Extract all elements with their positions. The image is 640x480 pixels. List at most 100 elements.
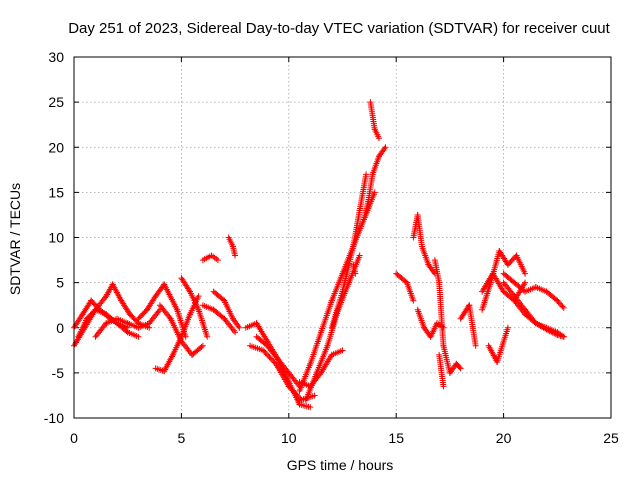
series-track-ab xyxy=(457,302,479,349)
data-point xyxy=(220,314,227,321)
series-track-af xyxy=(500,270,567,311)
data-point xyxy=(271,359,278,366)
data-point xyxy=(199,342,206,349)
chart-title: Day 251 of 2023, Sidereal Day-to-day VTE… xyxy=(68,20,610,37)
y-tick-label: 15 xyxy=(48,184,64,200)
data-point xyxy=(456,364,463,371)
series-track-ae xyxy=(485,324,511,366)
data-point xyxy=(263,351,270,358)
data-point xyxy=(260,347,267,354)
data-point xyxy=(232,252,239,259)
data-point xyxy=(352,270,359,277)
data-point xyxy=(236,324,243,331)
data-point xyxy=(262,350,269,357)
series-track-i xyxy=(199,302,239,336)
x-tick-label: 5 xyxy=(178,430,186,446)
x-tick-label: 10 xyxy=(281,430,297,446)
series-track-z xyxy=(431,257,464,376)
data-point xyxy=(376,135,383,142)
data-point xyxy=(285,383,292,390)
series-track-u xyxy=(367,99,383,142)
x-tick-label: 25 xyxy=(603,430,619,446)
y-tick-label: 0 xyxy=(56,320,64,336)
data-point xyxy=(266,354,273,361)
series-track-l xyxy=(225,234,239,259)
data-point xyxy=(457,365,464,372)
data-points xyxy=(71,99,567,411)
axis-ticks: 0 5 10 15 20 25 -10 -5 0 5 10 15 20 25 30 xyxy=(44,49,619,446)
data-point xyxy=(554,297,561,304)
data-point xyxy=(289,387,296,394)
data-point xyxy=(232,329,239,336)
x-axis-label: GPS time / hours xyxy=(287,457,394,473)
grid xyxy=(74,57,611,418)
data-point xyxy=(504,324,511,331)
y-tick-label: 20 xyxy=(48,139,64,155)
series-track-k xyxy=(199,252,221,264)
data-point xyxy=(198,343,205,350)
data-point xyxy=(307,404,314,411)
plot-frame xyxy=(73,56,612,419)
series-track-c xyxy=(75,306,131,340)
data-point xyxy=(363,171,370,178)
series-track-t xyxy=(360,144,389,223)
data-point xyxy=(559,303,566,310)
series-track-h xyxy=(178,275,211,340)
data-point xyxy=(294,392,301,399)
data-point xyxy=(339,347,346,354)
data-point xyxy=(261,348,268,355)
data-point xyxy=(555,299,562,306)
series-track-w xyxy=(393,270,417,304)
series-track-y xyxy=(414,306,447,340)
y-tick-label: -10 xyxy=(44,410,64,426)
data-point xyxy=(270,358,277,365)
data-point xyxy=(371,189,378,196)
data-point xyxy=(556,300,563,307)
y-tick-label: 25 xyxy=(48,94,64,110)
data-point xyxy=(265,352,272,359)
data-point xyxy=(214,257,221,264)
data-point xyxy=(356,252,363,259)
data-point xyxy=(293,391,300,398)
data-point xyxy=(204,333,211,340)
data-point xyxy=(560,304,567,311)
data-point xyxy=(552,296,559,303)
data-point xyxy=(288,386,295,393)
y-tick-label: 10 xyxy=(48,230,64,246)
series-track-d xyxy=(92,306,163,340)
data-point xyxy=(558,302,565,309)
data-point xyxy=(560,333,567,340)
series-track-v xyxy=(350,261,359,277)
data-point xyxy=(269,356,276,363)
data-point xyxy=(267,355,274,362)
data-point xyxy=(522,279,529,286)
y-tick-label: 30 xyxy=(48,49,64,65)
data-point xyxy=(134,318,141,325)
data-point xyxy=(410,297,417,304)
data-point xyxy=(135,333,142,340)
y-tick-label: -5 xyxy=(52,365,65,381)
data-point xyxy=(262,341,269,348)
data-point xyxy=(382,144,389,151)
x-tick-label: 20 xyxy=(496,430,512,446)
data-point xyxy=(287,384,294,391)
data-point xyxy=(290,388,297,395)
y-tick-label: 5 xyxy=(56,275,64,291)
data-point xyxy=(195,293,202,300)
series-track-j xyxy=(210,288,243,331)
series-track-aa xyxy=(436,351,447,390)
data-point xyxy=(296,394,303,401)
x-tick-label: 15 xyxy=(388,430,404,446)
series-track-o xyxy=(253,333,303,390)
data-point xyxy=(440,383,447,390)
data-point xyxy=(472,342,479,349)
x-tick-label: 0 xyxy=(70,430,78,446)
series-track-r xyxy=(296,347,346,390)
series-track-f xyxy=(152,293,202,375)
series-track-s xyxy=(328,171,370,331)
series-track-g xyxy=(156,302,206,358)
series-track-x xyxy=(410,211,438,277)
data-point xyxy=(311,392,318,399)
series-track-ah xyxy=(511,297,567,340)
